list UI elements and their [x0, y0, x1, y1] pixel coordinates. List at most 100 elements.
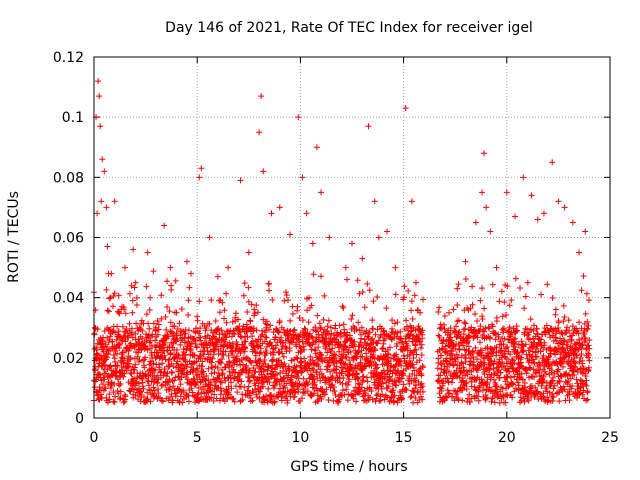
data-point: [139, 383, 146, 390]
data-point: [329, 345, 336, 352]
data-point: [249, 389, 256, 396]
data-point: [310, 376, 317, 383]
data-point: [267, 339, 274, 346]
data-point: [230, 395, 237, 402]
data-point: [410, 355, 417, 362]
x-tick-label: 20: [498, 430, 516, 446]
data-point-peak: [318, 189, 325, 196]
data-point: [317, 366, 324, 373]
data-point-peak: [104, 243, 111, 250]
data-point: [578, 287, 585, 294]
data-point: [273, 342, 280, 349]
data-point: [571, 367, 578, 374]
data-point: [460, 364, 467, 371]
data-point: [527, 365, 534, 372]
data-point: [170, 363, 177, 370]
data-point: [412, 341, 419, 348]
data-point: [441, 313, 448, 320]
data-point: [223, 386, 230, 393]
data-point: [126, 360, 133, 367]
data-point: [460, 342, 467, 349]
data-point: [479, 285, 486, 292]
y-tick-label: 0: [75, 411, 84, 427]
data-point: [491, 399, 498, 406]
data-point: [313, 328, 320, 335]
data-point-peak: [371, 198, 378, 205]
data-point: [106, 363, 113, 370]
data-point: [506, 324, 513, 331]
data-point: [193, 394, 200, 401]
data-point: [102, 385, 109, 392]
data-point: [118, 336, 125, 343]
data-point: [277, 334, 284, 341]
data-point: [278, 346, 285, 353]
data-point: [392, 381, 399, 388]
data-point-peak: [225, 264, 232, 271]
data-point: [275, 357, 282, 364]
data-point-peak: [412, 279, 419, 286]
data-point: [141, 364, 148, 371]
data-point: [436, 304, 443, 311]
data-point-peak: [437, 324, 444, 331]
data-point-peak: [161, 222, 168, 229]
data-point-peak: [402, 105, 409, 112]
data-point: [223, 319, 230, 326]
data-point: [563, 341, 570, 348]
data-point: [247, 318, 254, 325]
y-tick-label: 0.06: [53, 231, 84, 247]
data-point: [206, 320, 213, 327]
data-point: [508, 329, 515, 336]
data-point: [490, 365, 497, 372]
data-point-peak: [173, 309, 180, 316]
data-point: [161, 352, 168, 359]
data-point: [114, 323, 121, 330]
data-point: [225, 352, 232, 359]
data-point: [577, 377, 584, 384]
data-point: [116, 310, 123, 317]
data-point: [474, 393, 481, 400]
data-point: [226, 368, 233, 375]
data-point: [237, 362, 244, 369]
data-point: [286, 366, 293, 373]
data-point: [358, 347, 365, 354]
data-point: [386, 344, 393, 351]
data-point-peak: [206, 234, 213, 241]
data-point: [342, 360, 349, 367]
data-point: [397, 328, 404, 335]
data-point: [453, 391, 460, 398]
data-point: [233, 310, 240, 317]
data-point: [444, 375, 451, 382]
data-point: [460, 378, 467, 385]
data-point: [145, 320, 152, 327]
data-point: [117, 340, 124, 347]
data-point: [486, 335, 493, 342]
data-point: [576, 319, 583, 326]
data-point-peak: [295, 114, 302, 121]
data-point: [560, 383, 567, 390]
data-point: [325, 317, 332, 324]
data-point: [348, 364, 355, 371]
y-tick-label: 0.08: [53, 170, 84, 186]
data-point: [204, 347, 211, 354]
data-point: [211, 369, 218, 376]
data-point: [512, 275, 519, 282]
data-point: [344, 397, 351, 404]
data-point: [180, 387, 187, 394]
data-point: [585, 297, 592, 304]
data-point: [302, 326, 309, 333]
data-point-peak: [375, 234, 382, 241]
data-point: [184, 376, 191, 383]
data-point: [479, 332, 486, 339]
data-point: [126, 290, 133, 297]
data-point: [102, 370, 109, 377]
data-point: [171, 323, 178, 330]
data-point: [509, 394, 516, 401]
data-point-peak: [96, 93, 103, 100]
data-point: [114, 362, 121, 369]
data-point: [243, 354, 250, 361]
data-point: [177, 341, 184, 348]
data-point: [455, 396, 462, 403]
data-point: [308, 333, 315, 340]
data-point: [502, 345, 509, 352]
data-point: [214, 364, 221, 371]
